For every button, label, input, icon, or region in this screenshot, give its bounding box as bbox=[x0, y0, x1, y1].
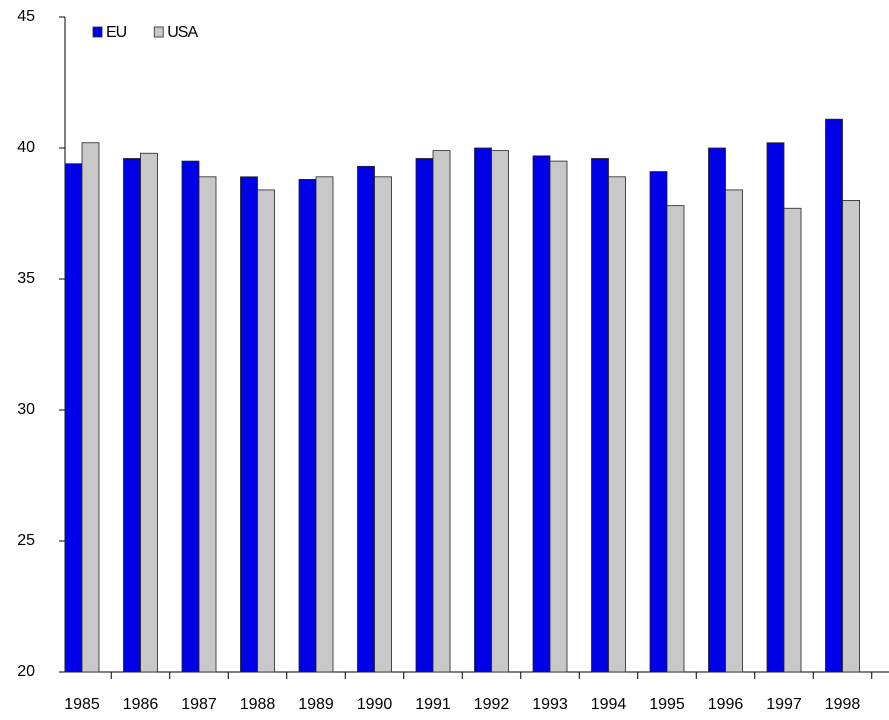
x-tick-label: 1993 bbox=[532, 696, 568, 713]
y-tick-label: 35 bbox=[17, 270, 35, 287]
y-tick-label: 45 bbox=[17, 8, 35, 25]
bar bbox=[64, 163, 83, 673]
bar bbox=[140, 152, 158, 673]
x-tick-label: 1985 bbox=[64, 696, 100, 713]
x-tick-label: 1991 bbox=[415, 696, 451, 713]
x-tick-label: 1992 bbox=[474, 696, 510, 713]
bar bbox=[783, 207, 802, 673]
bar bbox=[257, 189, 275, 673]
bar bbox=[474, 147, 492, 673]
bar bbox=[649, 171, 668, 673]
bar bbox=[415, 158, 434, 673]
x-tick-label: 1987 bbox=[181, 696, 217, 713]
x-tick-label: 1997 bbox=[766, 696, 802, 713]
bar bbox=[666, 205, 685, 673]
bar bbox=[298, 179, 317, 673]
x-tick-label: 1986 bbox=[123, 696, 159, 713]
bar bbox=[315, 176, 334, 673]
bar bbox=[240, 176, 258, 673]
bar bbox=[608, 176, 626, 673]
x-tick-label: 1995 bbox=[649, 696, 685, 713]
bar bbox=[532, 155, 551, 673]
legend-swatch bbox=[92, 26, 103, 38]
bar bbox=[181, 160, 200, 673]
bar bbox=[432, 150, 451, 673]
bar bbox=[825, 118, 843, 673]
x-tick-label: 1988 bbox=[240, 696, 276, 713]
x-tick-label: 1990 bbox=[357, 696, 393, 713]
x-tick-label: 1998 bbox=[825, 696, 861, 713]
bar bbox=[549, 160, 568, 673]
bar bbox=[123, 158, 141, 673]
x-tick-label: 1994 bbox=[591, 696, 627, 713]
y-tick-label: 20 bbox=[17, 663, 35, 680]
legend-swatch bbox=[153, 26, 164, 38]
bar bbox=[591, 158, 609, 673]
bar bbox=[708, 147, 726, 673]
bar bbox=[766, 142, 785, 673]
bar bbox=[198, 176, 217, 673]
bar bbox=[81, 142, 100, 673]
bar bbox=[374, 176, 392, 673]
legend-label: USA bbox=[167, 24, 198, 41]
bar bbox=[842, 199, 860, 673]
x-tick-label: 1989 bbox=[298, 696, 334, 713]
y-tick-label: 30 bbox=[17, 401, 35, 418]
y-tick-label: 40 bbox=[17, 139, 35, 156]
bar bbox=[725, 189, 743, 673]
x-tick-label: 1996 bbox=[708, 696, 744, 713]
bar bbox=[491, 150, 509, 673]
bar bbox=[357, 165, 375, 673]
y-tick-label: 25 bbox=[17, 532, 35, 549]
legend-label: EU bbox=[106, 24, 127, 41]
